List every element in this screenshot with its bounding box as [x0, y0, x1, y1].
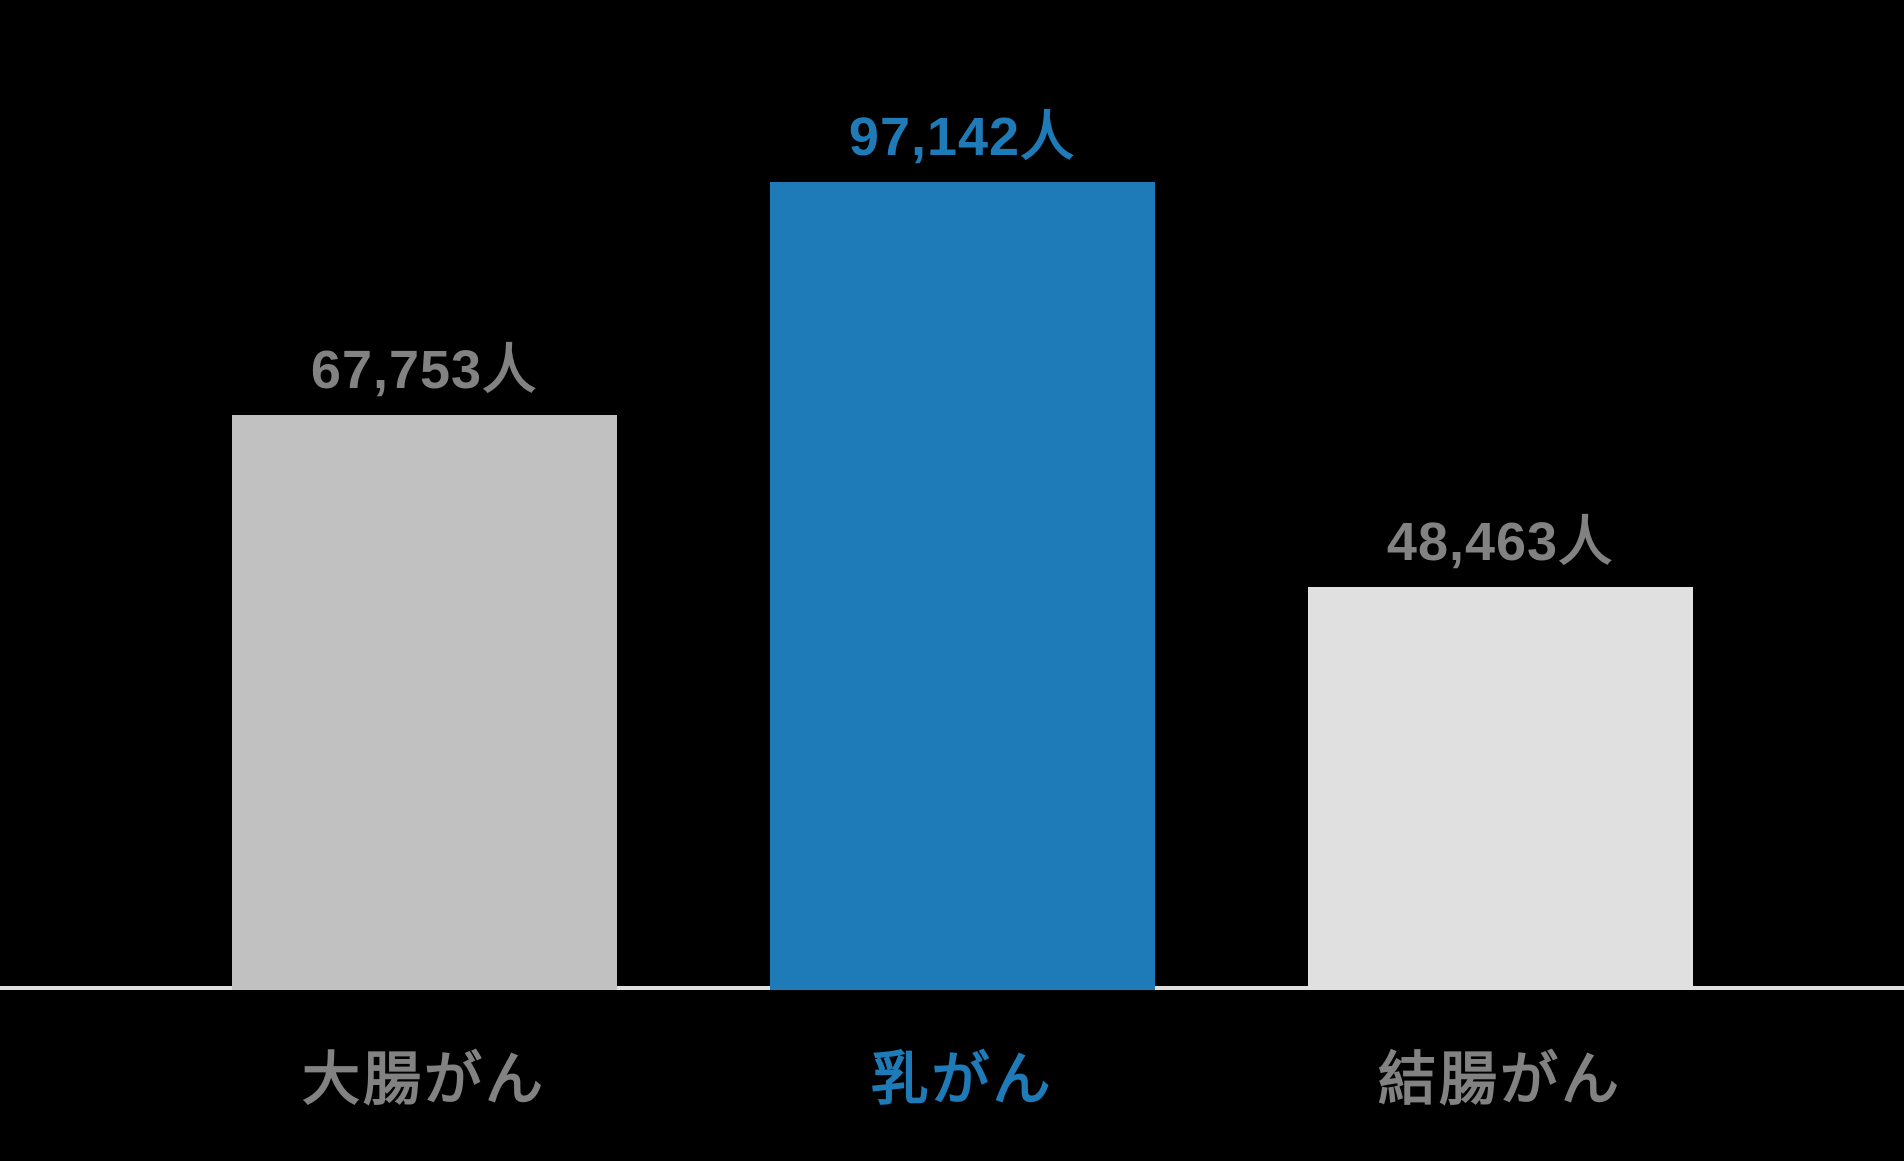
- bar-結腸がん: [1307, 587, 1693, 990]
- value-label-大腸がん: 67,753人: [310, 340, 538, 401]
- category-label-大腸がん: 大腸がん: [301, 1047, 547, 1112]
- category-label-乳がん: 乳がん: [870, 1047, 1054, 1112]
- value-label-結腸がん: 48,463人: [1386, 512, 1614, 573]
- value-label-乳がん: 97,142人: [848, 107, 1076, 168]
- bar-乳がん: [769, 182, 1155, 990]
- bar-大腸がん: [231, 415, 617, 990]
- category-label-結腸がん: 結腸がん: [1377, 1047, 1623, 1112]
